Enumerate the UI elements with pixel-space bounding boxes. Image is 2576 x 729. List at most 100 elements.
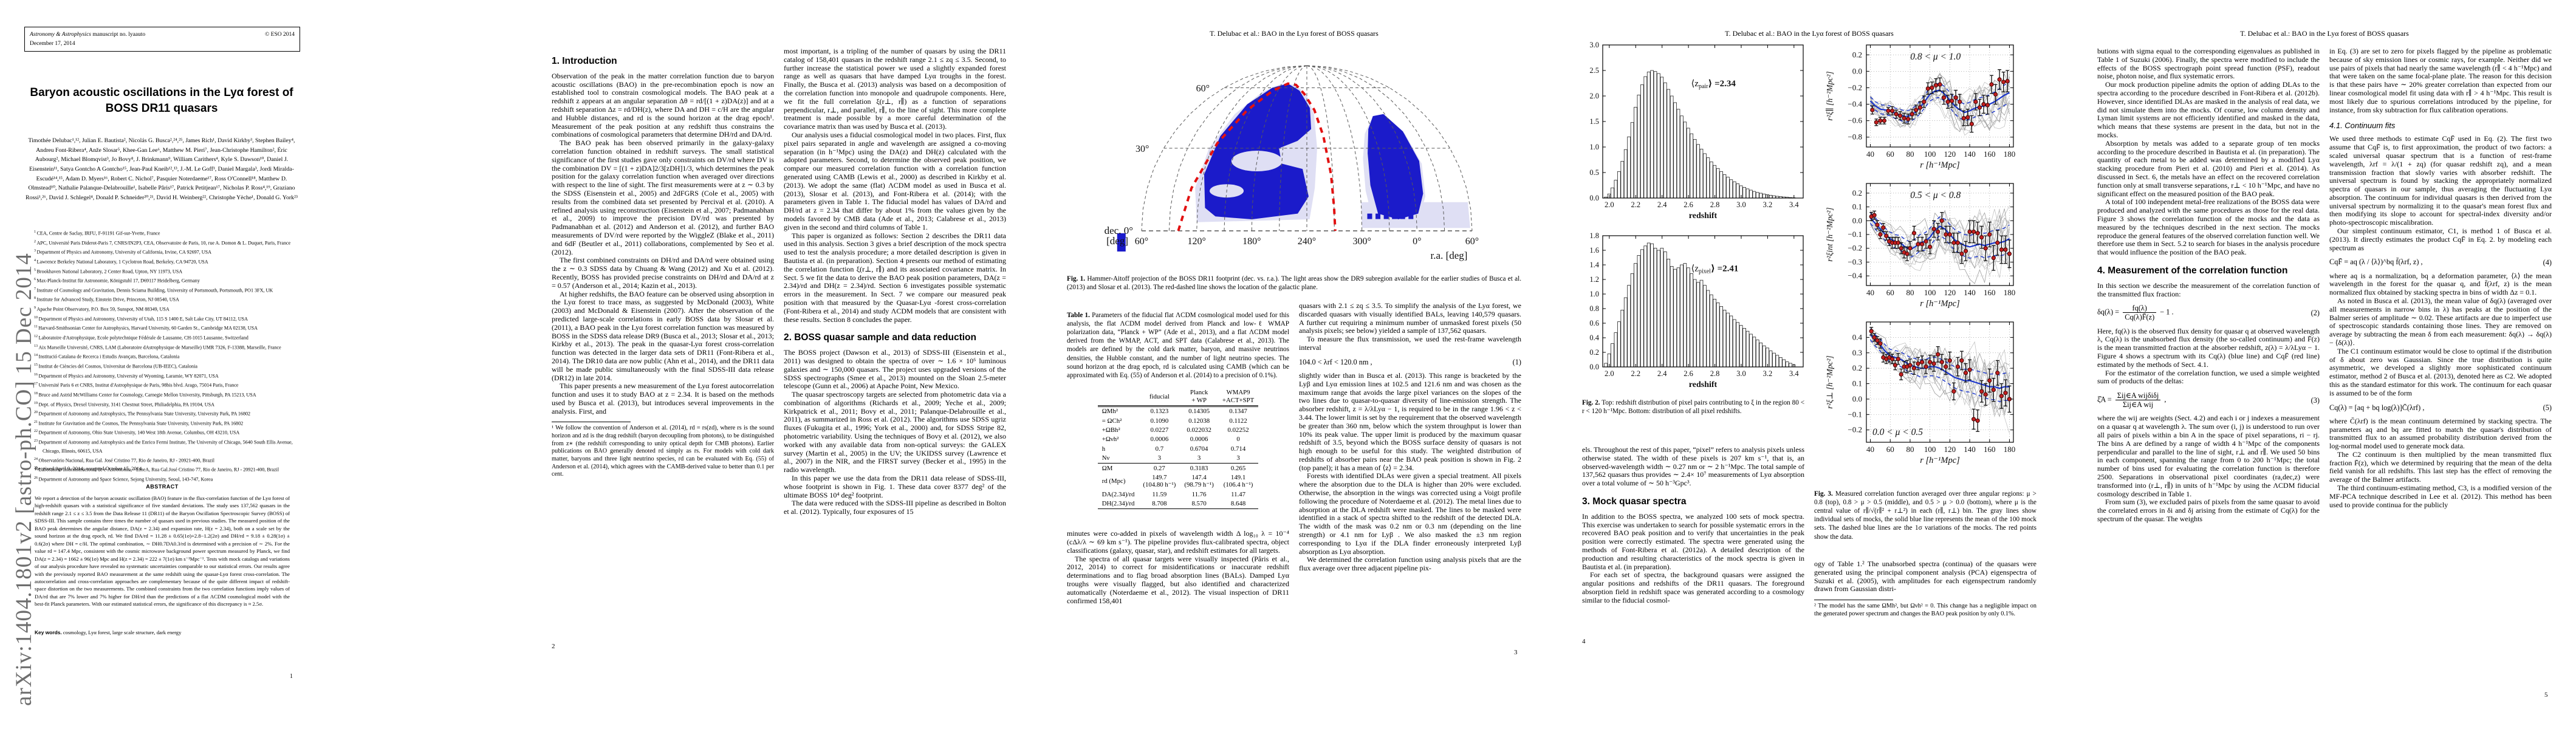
paragraph: In this paper we use the data from the D… [784, 474, 1006, 499]
arxiv-watermark: arXiv:1404.1801v2 [astro-ph.CO] 15 Dec 2… [12, 253, 36, 706]
svg-text:r²ξint [h⁻²Mpc²]: r²ξint [h⁻²Mpc²] [1825, 207, 1834, 261]
paragraph: For each set of spectra, the background … [1582, 570, 1804, 604]
svg-text:60°: 60° [1135, 236, 1148, 247]
paragraph: As noted in Busca et al. (2013), the mea… [2329, 296, 2552, 347]
section-heading: 2. BOSS quasar sample and data reduction [784, 332, 976, 343]
affiliation-item: 4 Lawrence Berkeley National Laboratory,… [34, 258, 208, 265]
affiliation-item: 2 APC, Université Paris Diderot-Paris 7,… [34, 239, 291, 246]
affiliation-item: 21 Institute for Gravitation and the Cos… [34, 420, 244, 426]
table-cell: 0.12038 [1188, 417, 1210, 425]
svg-text:30°: 30° [1136, 144, 1149, 154]
svg-text:40: 40 [1866, 288, 1874, 297]
table-caption: Table 1. Parameters of the fiducial flat… [1067, 312, 1289, 379]
paragraph: Our mock production pipeline admits the … [2097, 80, 2320, 139]
page-1: arXiv:1404.1801v2 [astro-ph.CO] 15 Dec 2… [0, 0, 515, 729]
table-cell: 11.47 [1231, 490, 1246, 498]
table-cell: h [1101, 445, 1106, 453]
svg-text:140: 140 [1964, 288, 1976, 297]
table-cell: 0.1323 [1150, 408, 1169, 416]
table-cell: ΩMh² [1101, 408, 1118, 416]
affiliation-item: 10 Department of Physics and Astronomy, … [34, 315, 248, 322]
svg-text:180°: 180° [1242, 236, 1261, 247]
svg-text:0.0 < μ < 0.5: 0.0 < μ < 0.5 [1872, 427, 1923, 437]
page2-column-left: 1. Introduction Observation of the peak i… [552, 47, 774, 634]
svg-text:2.4: 2.4 [1657, 200, 1667, 209]
svg-text:[deg]: [deg] [1106, 235, 1128, 247]
affiliation-item: 20 Department of Astronomy and Astrophys… [34, 411, 251, 417]
svg-text:0.3: 0.3 [1852, 348, 1862, 357]
table-cell: 0.0227 [1150, 426, 1169, 434]
svg-text:160: 160 [1984, 149, 1996, 159]
table-cell: 0.02252 [1227, 426, 1249, 434]
table-cell [1097, 388, 1139, 407]
paragraph: Observation of the peak in the matter co… [552, 71, 774, 139]
svg-text:1.0: 1.0 [1589, 143, 1599, 151]
page4-column-right-text: ogy of Table 1.² The unabsorbed spectra … [1814, 560, 2036, 636]
svg-text:60: 60 [1886, 445, 1894, 454]
svg-text:40: 40 [1866, 445, 1874, 454]
paragraph: We determined the correlation function u… [1299, 555, 1521, 573]
svg-text:3.2: 3.2 [1763, 200, 1773, 209]
table-cell: WMAP9 +ACT+SPT [1218, 388, 1259, 407]
affiliation-item: 8 Institute for Advanced Study, Einstein… [34, 296, 179, 303]
affiliation-list: 1 CEA, Centre de Saclay, IRFU, F-91191 G… [34, 228, 299, 484]
svg-text:0.0: 0.0 [1852, 394, 1862, 403]
table-1-cosmology-parameters: fiducial Planck + WP WMAP9 +ACT+SPT ΩMh² 0.1… [1097, 388, 1259, 510]
svg-text:0°: 0° [1413, 236, 1421, 247]
svg-text:180: 180 [2004, 445, 2016, 454]
svg-text:2.0: 2.0 [1605, 369, 1614, 378]
table-cell: 0.3183 [1180, 463, 1218, 473]
page-number: 3 [1514, 649, 1518, 656]
page-4: T. Delubac et al.: BAO in the Lyα forest… [1546, 0, 2061, 729]
svg-text:redshift: redshift [1689, 211, 1718, 221]
page-number: 2 [552, 643, 555, 650]
svg-text:120: 120 [1944, 149, 1956, 159]
svg-text:2.6: 2.6 [1684, 200, 1693, 209]
table-cell: 8.648 [1218, 499, 1259, 510]
table-cell: +ΩBh² [1101, 426, 1120, 434]
paragraph: The BOSS project (Dawson et al., 2013) o… [784, 348, 1006, 391]
table-cell: +Ωνh² [1101, 436, 1119, 443]
svg-text:60: 60 [1886, 288, 1894, 297]
table-cell: 8.570 [1180, 499, 1218, 510]
affiliation-item: 1 CEA, Centre de Saclay, IRFU, F-91191 G… [34, 230, 160, 236]
paragraph: We used three methods to estimate CqF̄ u… [2329, 134, 2552, 227]
svg-text:0.2: 0.2 [1852, 188, 1862, 197]
figure-3-caption: Fig. 3. Measured correlation function av… [1814, 490, 2036, 541]
svg-text:redshift: redshift [1689, 380, 1718, 389]
svg-text:2.6: 2.6 [1684, 369, 1693, 378]
svg-text:100: 100 [1924, 288, 1936, 297]
affiliation-item: 22 Department of Astronomy, Ohio State U… [34, 430, 240, 436]
table-cell: 0.0006 [1190, 436, 1208, 443]
table-cell: 0.14305 [1188, 408, 1210, 416]
svg-text:−0.2: −0.2 [1848, 244, 1862, 253]
svg-text:2.2: 2.2 [1631, 200, 1640, 209]
affiliation-item: 13 Aix Marseille Université, CNRS, LAM (… [34, 344, 281, 351]
svg-text:2.2: 2.2 [1631, 369, 1640, 378]
table-cell: DA(2.34)/rd [1101, 490, 1135, 498]
table-cell: 0.022032 [1187, 426, 1211, 434]
table-cell: 3 [1157, 454, 1162, 462]
equation-number: (3) [2311, 395, 2320, 405]
equation-body: Cq(λ) = [aq + bq log(λ)]C̄(λrf) , [2329, 403, 2425, 412]
equation: Cq(λ) = [aq + bq log(λ)]C̄(λrf) , (5) [2329, 403, 2552, 412]
svg-text:80: 80 [1906, 149, 1914, 159]
table-cell: 11.76 [1191, 490, 1207, 498]
page-5: T. Delubac et al.: BAO in the Lyα forest… [2061, 0, 2576, 729]
affiliation-item: 6 Max-Planck-Institut für Astronomie, Kö… [34, 278, 200, 284]
paragraph: quasars with 2.1 ≤ zq ≤ 3.5. To simplify… [1299, 302, 1521, 335]
svg-text:120: 120 [1944, 288, 1956, 297]
paragraph: Our analysis uses a fiducial cosmologica… [784, 130, 1006, 231]
figure-1-caption: Fig. 1. Hammer-Aitoff projection of the … [1067, 275, 1521, 292]
paper-title: Baryon acoustic oscillations in the Lyα … [30, 86, 293, 115]
svg-text:140: 140 [1964, 445, 1976, 454]
svg-text:2.0: 2.0 [1605, 200, 1614, 209]
table-cell: 0.265 [1218, 463, 1259, 473]
paragraph: The third continuum-estimating method, C… [2329, 484, 2552, 509]
affiliation-item: 11 Harvard-Smithsonian Center for Astrop… [34, 325, 258, 332]
paragraph: At higher redshifts, the BAO feature can… [552, 289, 774, 382]
svg-text:0.4: 0.4 [1589, 334, 1599, 342]
svg-text:0.6: 0.6 [1589, 319, 1599, 327]
svg-text:1.0: 1.0 [1589, 290, 1599, 298]
